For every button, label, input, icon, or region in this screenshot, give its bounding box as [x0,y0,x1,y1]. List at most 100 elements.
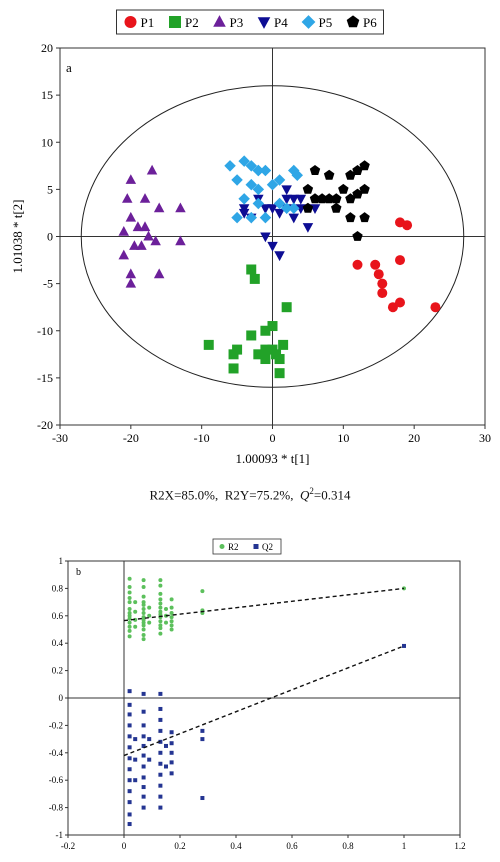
x-tick-label-a: -10 [194,431,210,445]
point-p1 [373,269,384,280]
point-r2 [141,627,146,632]
point-p6 [359,212,370,223]
point-r2 [141,617,146,622]
point-r2 [164,620,168,625]
point-q2 [127,689,132,694]
point-q2 [141,785,146,790]
point-r2 [169,605,174,610]
point-q2 [127,812,132,817]
point-p6 [302,202,314,213]
point-r2 [133,624,138,629]
point-q2 [127,712,132,717]
legend-marker-q2 [253,544,259,549]
point-r2 [127,585,132,590]
point-q2 [133,737,138,742]
point-p5 [291,169,303,181]
x-tick-label-b: 1 [402,841,407,851]
trend-line-q2 [123,645,405,757]
point-p2 [274,368,285,379]
legend-label-q2: Q2 [262,542,273,552]
point-r2 [141,585,146,590]
point-r2 [158,597,163,602]
point-r2 [164,606,168,611]
point-p3 [129,240,140,250]
x-tick-label-a: -20 [123,431,139,445]
y-tick-label-a: 5 [47,182,53,196]
point-p6 [323,169,335,180]
point-p4 [274,208,285,219]
point-q2 [141,794,146,799]
trend-line-r2 [123,587,405,622]
point-q2 [147,757,152,762]
point-p3 [118,226,129,236]
point-p3 [125,174,137,184]
point-r2 [158,609,163,614]
panel-label-b: b [76,567,81,578]
legend-marker-p5 [301,15,316,29]
point-p4 [281,194,292,205]
legend-label-r2: R2 [228,542,239,552]
point-r2 [141,594,146,599]
point-r2 [127,595,132,600]
point-p4 [288,213,299,224]
y-tick-label-b: -1 [56,830,64,840]
point-p6 [331,193,342,204]
legend-box-b [212,538,282,555]
caption-r2y: R2Y=75.2%, [224,487,294,503]
point-r2 [127,620,132,625]
point-r2 [169,619,174,624]
y-tick-label-a: 15 [41,88,53,102]
point-p3 [146,164,158,175]
point-q2 [169,741,174,746]
point-p6 [316,193,328,204]
point-p1 [377,288,388,299]
point-p3 [139,221,151,232]
x-tick-label-b: 0.6 [286,841,298,851]
legend-marker-p1 [124,16,137,28]
point-p4 [238,208,250,219]
point-p2 [267,321,278,332]
point-r2 [133,609,138,614]
point-q2 [200,796,205,801]
point-p5 [252,183,265,196]
point-q2 [158,772,163,777]
point-p3 [175,235,186,246]
y-tick-label-b: 0.6 [52,611,64,621]
point-p4 [267,204,278,214]
point-r2 [127,634,132,639]
point-p5 [273,197,286,210]
legend-label-p1: P1 [141,15,155,30]
legend-marker-r2 [219,544,225,549]
point-q2 [127,778,132,783]
point-p6 [331,202,342,213]
point-p3 [175,202,186,213]
point-p6 [323,193,335,204]
legend-marker-p4 [257,17,271,29]
point-r2 [127,600,132,605]
point-p4 [260,232,271,243]
point-r2 [141,620,146,625]
point-r2 [141,623,146,628]
point-q2 [158,691,163,696]
point-p6 [345,193,356,204]
point-r2 [141,578,146,583]
y-tick-label-b: -0.4 [49,748,64,758]
point-p6 [359,160,370,171]
point-r2 [127,628,132,633]
legend-box-a [116,9,384,35]
legend-label-p3: P3 [230,15,244,30]
point-r2 [127,616,132,621]
point-p3 [122,193,133,203]
y-axis-label-a: 1.01038 * t[2] [10,199,25,273]
point-p2 [260,354,271,365]
point-p2 [246,330,257,341]
point-q2 [169,760,174,765]
point-q2 [141,764,146,769]
point-r2 [127,576,132,581]
point-p1 [370,259,381,270]
point-p1 [395,297,405,308]
point-q2 [127,789,132,794]
point-q2 [200,737,205,742]
point-p6 [359,183,370,194]
point-p2 [228,363,239,374]
